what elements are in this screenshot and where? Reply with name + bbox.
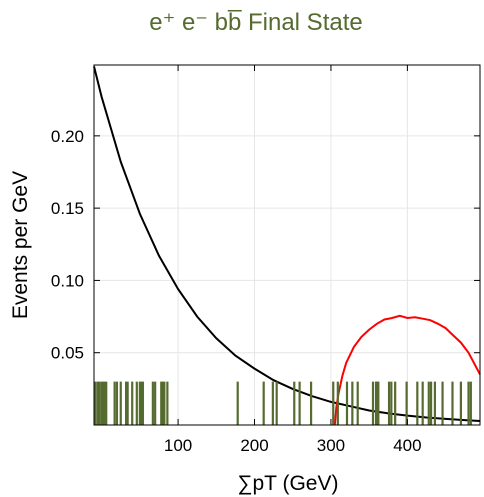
x-tick-label: 200 — [240, 436, 268, 455]
series-line — [93, 66, 481, 422]
y-tick-label: 0.10 — [51, 271, 84, 290]
x-tick-label: 400 — [393, 436, 421, 455]
x-tick-label: 300 — [317, 436, 345, 455]
series-line — [333, 314, 481, 426]
x-tick-label: 100 — [164, 436, 192, 455]
chart-title: e⁺ e⁻ bb̅ Final State — [149, 9, 362, 36]
y-tick-label: 0.15 — [51, 199, 84, 218]
rug-marks — [94, 381, 472, 425]
axis-ticks: 100 200 300 400 0.05 0.10 0.15 0.20 — [51, 65, 480, 455]
y-tick-label: 0.05 — [51, 344, 84, 363]
y-tick-label: 0.20 — [51, 127, 84, 146]
y-axis-label: Events per GeV — [9, 171, 32, 319]
grid — [94, 65, 480, 425]
x-axis-label: ∑pT (GeV) — [238, 472, 339, 495]
plot-frame — [93, 64, 481, 426]
series-layer — [93, 66, 481, 426]
